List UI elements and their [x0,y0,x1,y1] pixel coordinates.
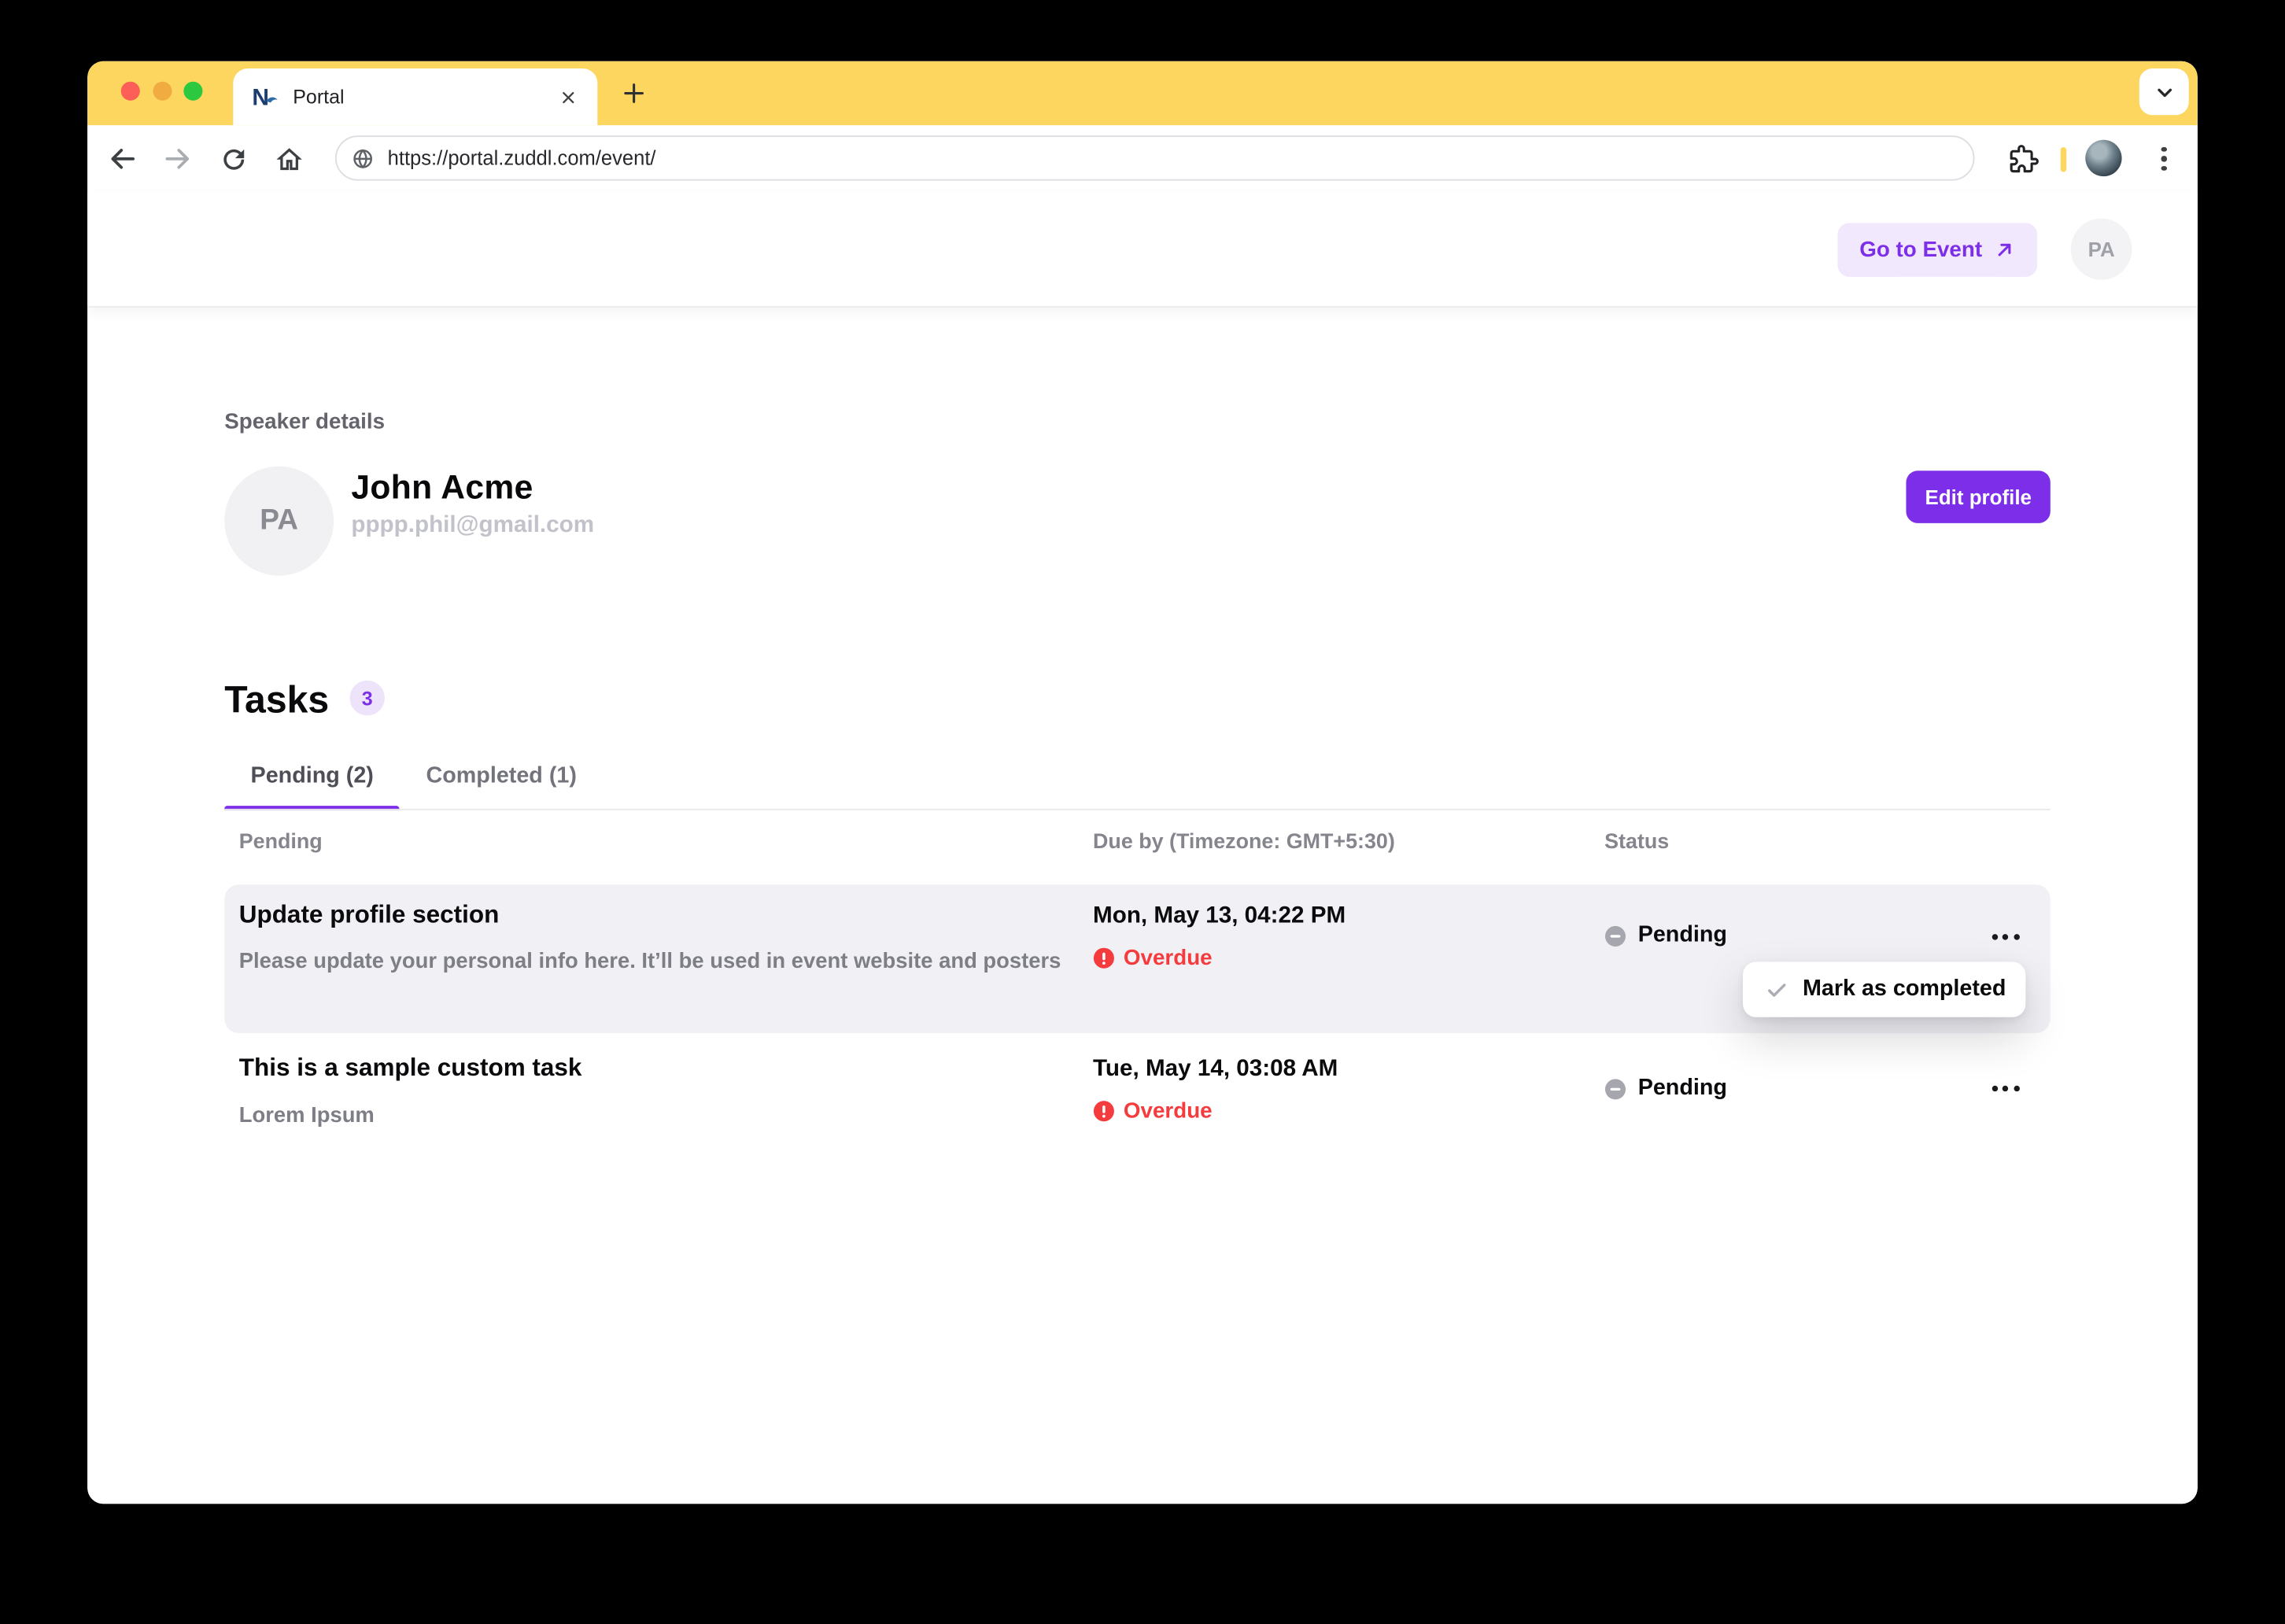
active-tab-underline [224,805,401,810]
exclamation-circle-icon [1093,947,1114,969]
minus-circle-icon [1604,1078,1626,1099]
tab-pending[interactable]: Pending (2) [224,744,401,810]
tasks-tabs: Pending (2) Completed (1) [224,744,603,810]
forward-button[interactable] [157,138,198,179]
column-header-due: Due by (Timezone: GMT+5:30) [1093,830,1395,854]
tab-close-icon[interactable] [558,87,578,107]
check-icon [1768,983,1786,996]
exclamation-circle-icon [1093,1101,1114,1122]
overdue-flag: Overdue [1093,946,1213,970]
reload-button[interactable] [212,138,253,179]
new-tab-button[interactable] [618,77,650,109]
reload-icon [223,148,244,169]
task-description: Please update your personal info here. I… [238,950,1061,974]
status-label: Pending [1637,922,1727,947]
go-to-event-label: Go to Event [1859,237,1983,263]
edit-profile-label: Edit profile [1925,485,2032,509]
back-button[interactable] [102,138,143,179]
task-title: This is a sample custom task [238,1054,582,1082]
window-controls [120,81,203,101]
browser-toolbar: https://portal.zuddl.com/event/ [87,125,2198,193]
browser-tab-strip: N Portal [87,61,2198,126]
home-button[interactable] [268,138,309,179]
portal-page: Go to Event PA Speaker details PA John A… [87,192,2198,1504]
tasks-title: Tasks [224,677,330,722]
column-header-status: Status [1604,830,1670,854]
portal-header: Go to Event PA [87,192,2198,306]
table-header: Pending Due by (Timezone: GMT+5:30) Stat… [224,810,2051,874]
edit-profile-button[interactable]: Edit profile [1906,471,2051,523]
table-row: Update profile section Please update you… [224,884,2051,1034]
status-cell: Pending [1604,1076,1727,1102]
close-window-button[interactable] [120,81,140,101]
tasks-count-badge: 3 [349,680,385,716]
row-actions-button[interactable] [1989,1077,2021,1101]
tab-search-chevron-button[interactable] [2139,68,2189,116]
minus-circle-icon [1604,925,1626,947]
portal-favicon-icon: N [252,85,278,111]
tab-completed[interactable]: Completed (1) [400,744,603,810]
tab-pending-label: Pending (2) [250,763,374,788]
forward-arrow-icon [165,149,190,169]
kebab-menu-icon [2161,146,2167,153]
user-avatar-badge[interactable]: PA [2070,218,2132,280]
status-label: Pending [1637,1075,1727,1101]
task-due-date: Mon, May 13, 04:22 PM [1093,903,1346,928]
address-bar[interactable]: https://portal.zuddl.com/event/ [334,135,1975,181]
globe-icon [353,148,373,168]
task-title: Update profile section [238,900,500,928]
home-icon [275,147,301,170]
browser-menu-button[interactable] [2154,142,2174,176]
speaker-name: John Acme [351,467,533,506]
speaker-email: pppp.phil@gmail.com [351,512,595,538]
browser-profile-avatar[interactable] [2085,139,2122,177]
plus-icon [624,83,644,103]
go-to-event-button[interactable]: Go to Event [1837,223,2038,277]
external-link-icon [1998,243,2011,257]
back-arrow-icon [111,149,135,169]
tab-title: Portal [293,86,345,109]
overdue-label: Overdue [1123,1098,1213,1124]
overdue-label: Overdue [1123,945,1213,971]
status-cell: Pending [1604,922,1727,948]
row-actions-menu: Mark as completed [1743,961,2026,1017]
svg-text:N: N [252,85,269,111]
column-header-pending: Pending [238,830,323,854]
speaker-details-label: Speaker details [224,409,386,434]
ellipsis-icon [1991,934,1998,940]
task-due-date: Tue, May 14, 03:08 AM [1093,1056,1338,1082]
task-description: Lorem Ipsum [238,1104,375,1128]
minimize-window-button[interactable] [152,81,172,101]
mark-completed-menu-item[interactable]: Mark as completed [1802,976,2006,1002]
ellipsis-icon [1991,1085,1998,1092]
overdue-flag: Overdue [1093,1098,1213,1124]
browser-window: N Portal [87,61,2198,1504]
chevron-down-icon [2157,87,2172,97]
tabs-divider [224,808,2051,811]
table-row: This is a sample custom task Lorem Ipsum… [224,1033,2051,1173]
speaker-avatar: PA [224,466,334,576]
theme-color-separator [2060,147,2066,172]
browser-tab[interactable]: N Portal [233,68,598,126]
zoom-window-button[interactable] [183,81,203,101]
row-actions-button[interactable] [1989,925,2021,949]
url-text: https://portal.zuddl.com/event/ [387,147,656,169]
tab-completed-label: Completed (1) [426,763,577,788]
extensions-puzzle-icon[interactable] [2008,144,2039,175]
